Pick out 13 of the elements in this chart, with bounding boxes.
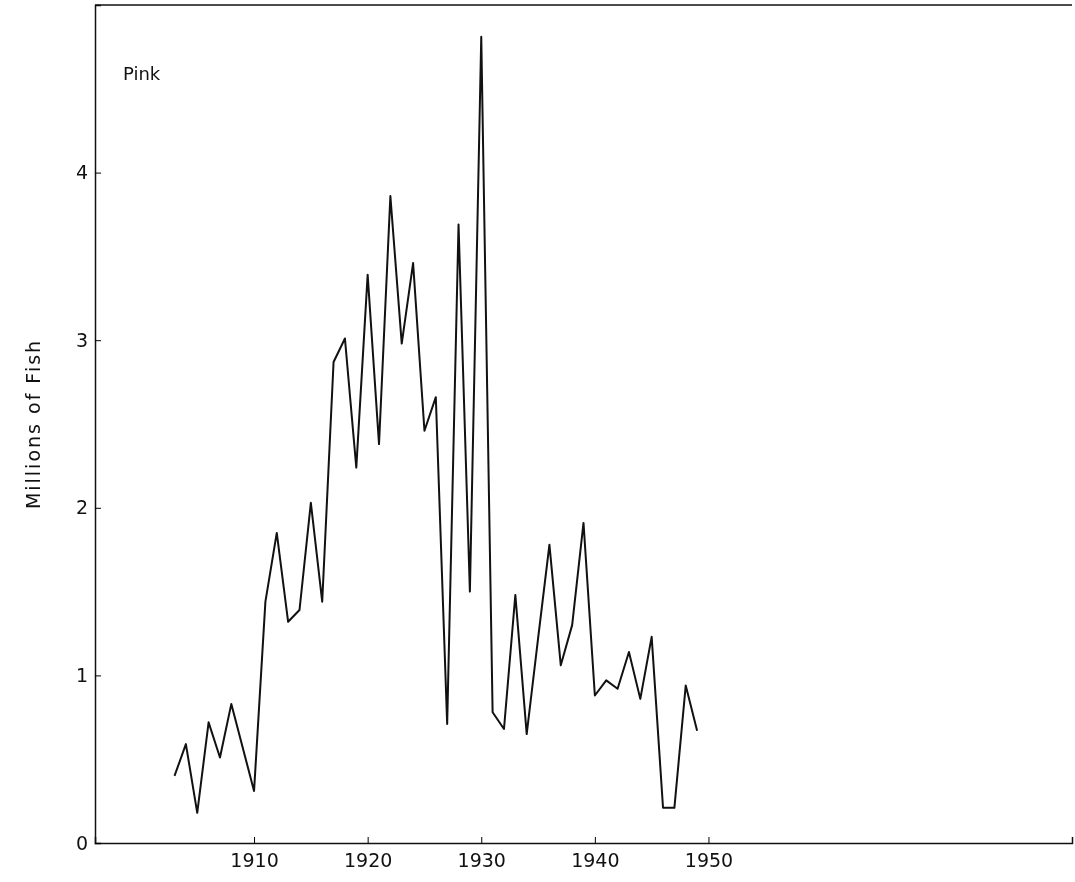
y-tick-label: 4	[76, 161, 89, 184]
x-tick-label: 1950	[684, 848, 734, 871]
x-tick-label: 1910	[230, 848, 279, 871]
y-tick-label: 0	[76, 831, 89, 854]
x-tick-label: 1940	[571, 848, 620, 871]
line-series	[173, 35, 699, 814]
x-tick-label: 1920	[343, 848, 393, 871]
text: Pink	[123, 63, 161, 84]
y-tick-label: 3	[76, 328, 89, 351]
y-tick-label: 1	[76, 663, 89, 686]
y-axis-title: Millions of Fish	[22, 338, 44, 510]
y-tick-label: 2	[76, 496, 89, 519]
x-tick-label: 1930	[457, 848, 506, 871]
